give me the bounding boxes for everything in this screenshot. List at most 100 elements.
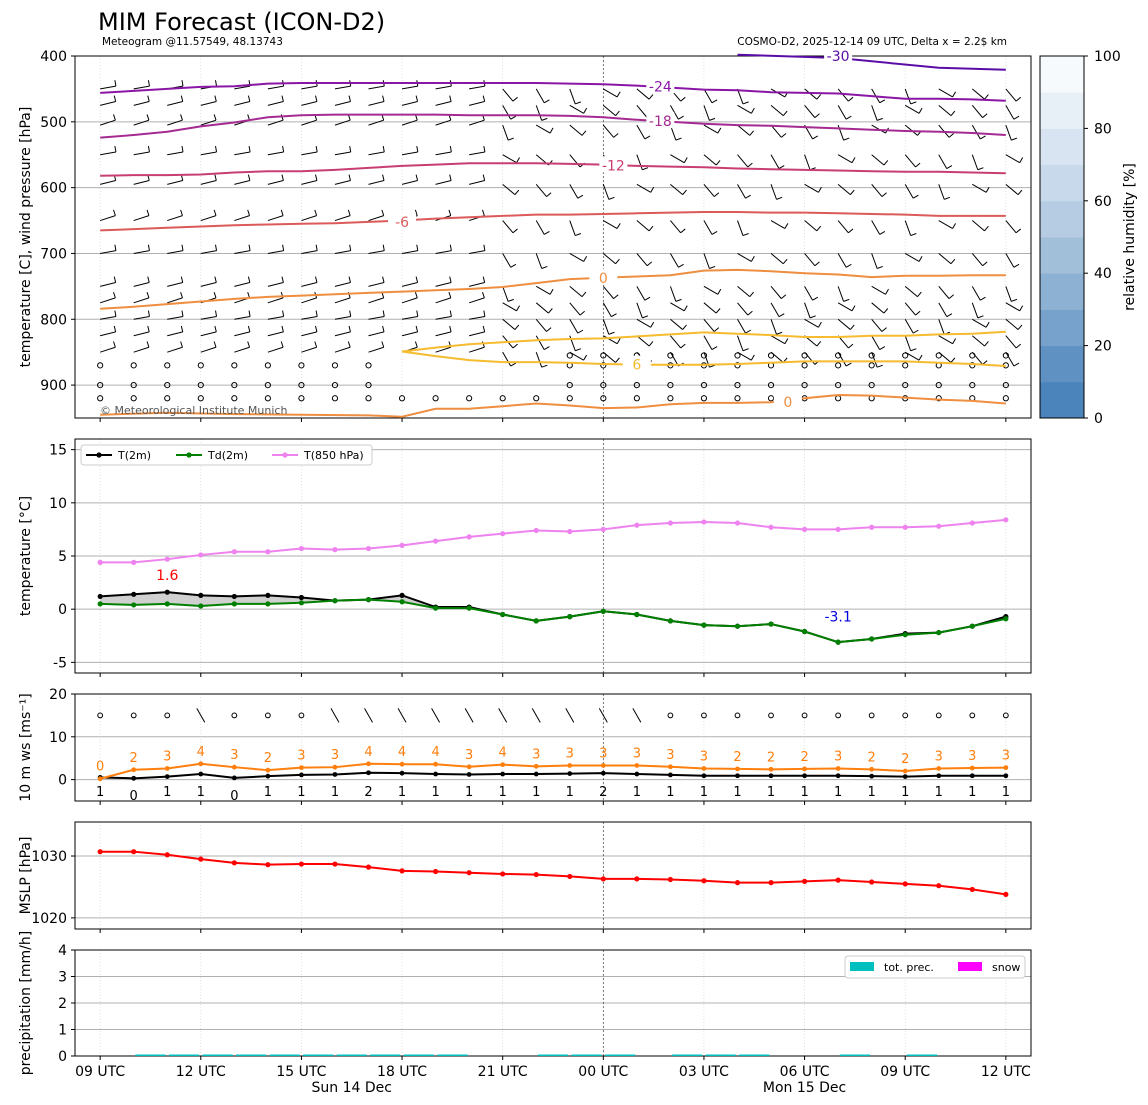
calm-wind-marker (868, 362, 875, 369)
calm-wind-marker (835, 395, 842, 402)
isotherm-label-bg (589, 268, 618, 285)
wind-barb-flag (248, 310, 251, 317)
wind-barb (1005, 335, 1017, 349)
wind-barb (1005, 318, 1019, 330)
wind-barb (401, 316, 418, 320)
wind-value-label: 1 (431, 785, 439, 800)
data-point (164, 774, 170, 780)
calm-wind-marker (566, 352, 573, 359)
wind-barb (401, 119, 418, 126)
wind-barb-flag (214, 325, 217, 332)
wind-barb (301, 250, 318, 254)
data-point (600, 876, 606, 882)
wind-barb-flag (449, 325, 452, 332)
wind-barb (267, 331, 284, 337)
y-tick-label: 400 (40, 49, 67, 65)
panel-frame (74, 55, 1032, 419)
wind-value-label: 3 (230, 748, 238, 763)
wind-value-label: 2 (364, 785, 372, 800)
wind-barb-flag (180, 95, 184, 102)
wind-barb-flag (918, 354, 923, 361)
wind-barb-flag (776, 331, 783, 335)
data-point (231, 764, 237, 770)
series-line (100, 598, 1007, 644)
wind-barb (167, 179, 183, 185)
wind-barb (133, 119, 150, 126)
isotherm-line (100, 268, 1006, 310)
wind-barb-flag (181, 80, 184, 87)
wind-barb-flag (113, 276, 117, 283)
wind-barb-flag (1019, 305, 1024, 312)
wind-barb-flag (876, 117, 883, 121)
wind-barb (837, 154, 853, 164)
wind-value-label: 3 (599, 746, 607, 761)
wind-barb (234, 316, 251, 320)
wind-barb (464, 708, 474, 723)
wind-barb (435, 282, 452, 287)
wind-barb-flag (814, 113, 820, 119)
wind-barb-flag (381, 341, 385, 348)
wind-barb (602, 253, 616, 265)
wind-barb (200, 250, 217, 254)
data-point (164, 589, 170, 595)
wind-barb (234, 101, 250, 106)
wind-barb (972, 183, 987, 193)
wind-barb (368, 316, 385, 320)
wind-barb (602, 319, 610, 335)
wind-barb-flag (113, 341, 116, 348)
wind-value-label: 0 (96, 760, 104, 775)
wind-barb (938, 335, 953, 345)
wind-barb-flag (849, 189, 855, 195)
calm-wind-marker (130, 395, 137, 402)
wind-barb (770, 104, 784, 117)
data-point (668, 764, 673, 770)
data-point (164, 766, 170, 771)
data-point (634, 763, 640, 768)
wind-barb-flag (778, 313, 785, 318)
wind-barb (971, 105, 983, 118)
wind-barb (569, 154, 581, 168)
legend-entry-label: T(850 hPa) (303, 449, 364, 462)
calm-wind-marker (700, 381, 708, 389)
data-point (500, 611, 506, 618)
wind-barb (804, 253, 816, 267)
wind-barb-flag (382, 276, 385, 283)
wind-barb (938, 351, 952, 363)
wind-value-label: 1 (1002, 785, 1010, 800)
wind-barb (368, 179, 385, 185)
wind-barb (804, 88, 818, 100)
wind-barb (569, 124, 583, 136)
wind-barb (100, 119, 116, 126)
isotherm-label-bg (388, 212, 417, 229)
wind-barb (469, 101, 485, 106)
y-tick-label: -5 (53, 655, 67, 671)
isotherm-line (401, 350, 1006, 367)
calm-wind-marker (734, 712, 741, 719)
data-point (936, 883, 942, 889)
wind-value-label: 1 (398, 785, 406, 800)
wind-barb (469, 179, 485, 185)
precip-bar (135, 1054, 166, 1056)
wind-barb (871, 184, 883, 197)
wind-barb-flag (845, 115, 852, 120)
wind-barb-flag (507, 137, 514, 141)
data-point (500, 762, 506, 768)
calm-wind-marker (767, 352, 775, 359)
wind-barb (401, 297, 418, 304)
data-point (198, 603, 204, 609)
wind-value-label: 1 (800, 785, 808, 800)
wind-value-label: 2 (599, 785, 607, 800)
data-point (399, 542, 405, 548)
wind-barb (636, 183, 651, 193)
wind-barb-flag (549, 288, 554, 295)
calm-wind-marker (935, 352, 942, 359)
data-point (701, 766, 707, 771)
data-point (198, 592, 204, 598)
data-point (936, 523, 942, 529)
y-tick-label: 2 (58, 996, 67, 1012)
wind-barb-flag (448, 209, 452, 216)
wind-barb (167, 101, 183, 106)
wind-value-label: 4 (499, 746, 507, 761)
data-point (969, 765, 975, 771)
wind-barb (603, 220, 618, 229)
